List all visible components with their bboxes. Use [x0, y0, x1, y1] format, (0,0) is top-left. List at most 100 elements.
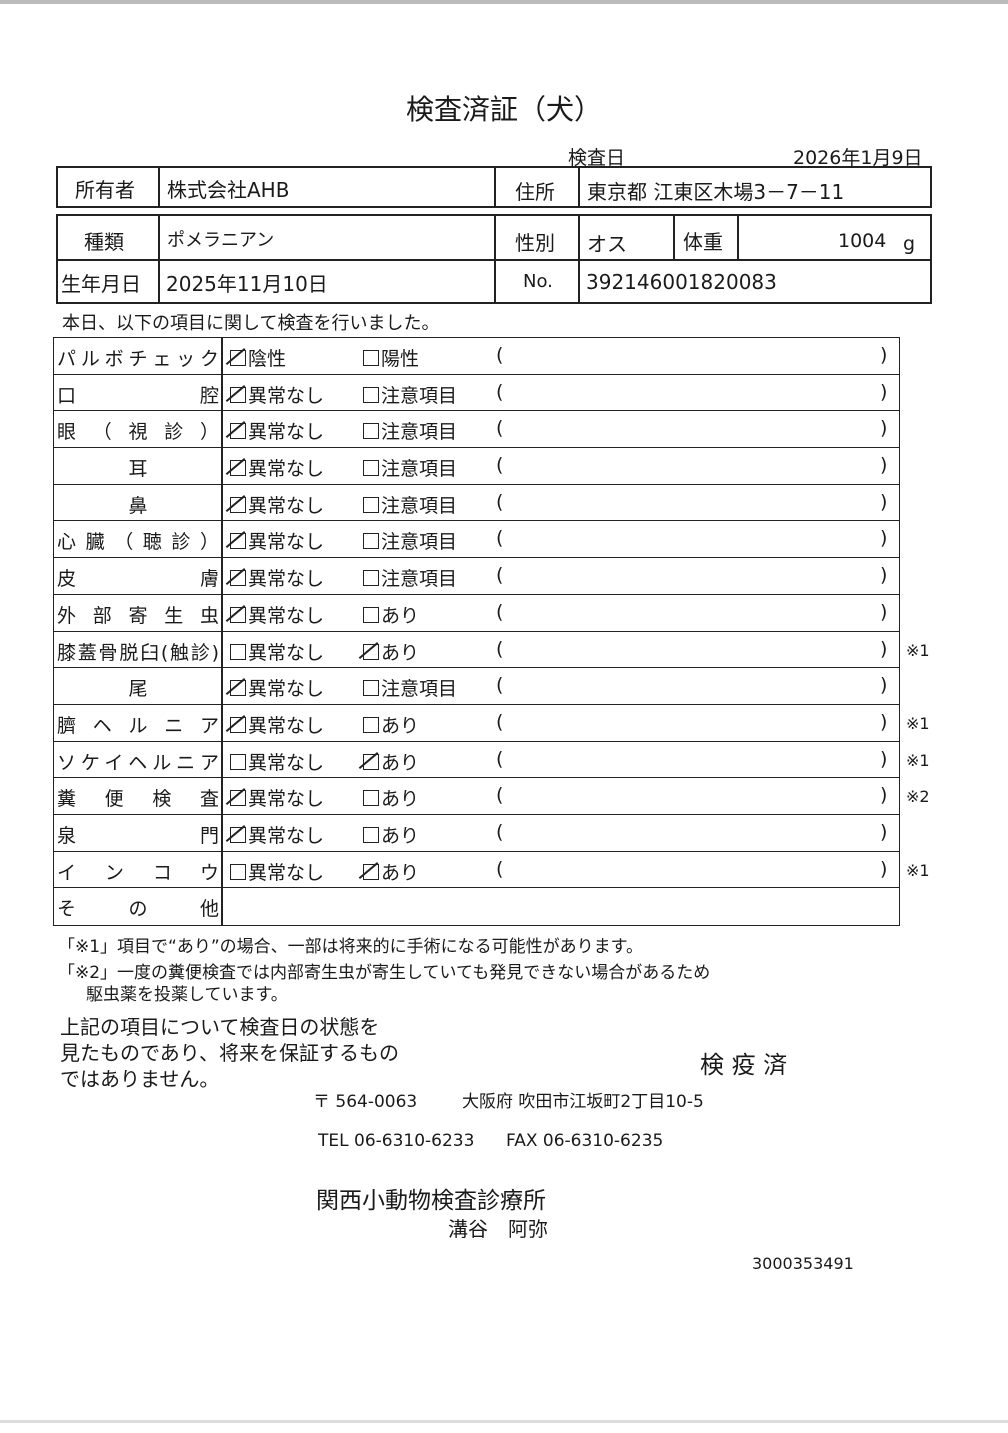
- checkbox-icon: [363, 350, 379, 366]
- checkbox-icon: [230, 716, 246, 733]
- option-2-label: あり: [381, 751, 420, 774]
- option-2-label: あり: [381, 714, 420, 737]
- option-2-checkbox[interactable]: あり: [363, 858, 419, 885]
- option-1-label: 異常なし: [248, 458, 325, 481]
- option-2-checkbox[interactable]: 注意項目: [363, 527, 457, 554]
- checkbox-icon: [363, 386, 379, 403]
- owner-label: 所有者: [75, 178, 135, 202]
- option-1-label: 異常なし: [248, 861, 325, 884]
- option-2-checkbox[interactable]: 注意項目: [363, 454, 457, 481]
- option-2-checkbox[interactable]: 注意項目: [363, 417, 457, 444]
- option-1-checkbox[interactable]: 異常なし: [230, 748, 324, 775]
- option-1-checkbox[interactable]: 異常なし: [230, 784, 324, 811]
- option-1-checkbox[interactable]: 異常なし: [230, 381, 324, 408]
- option-2-checkbox[interactable]: 陽性: [363, 344, 419, 371]
- checkbox-icon: [230, 606, 246, 623]
- breed-value: ポメラニアン: [167, 230, 275, 251]
- checklist-row: 泉門 異常なし あり ( ): [54, 814, 899, 852]
- document-id: 3000353491: [752, 1254, 854, 1273]
- weight-value: 1004: [838, 230, 887, 252]
- footnote-mark: ※1: [906, 640, 930, 660]
- paren-close: ): [880, 417, 888, 440]
- option-1-label: 異常なし: [248, 678, 325, 701]
- option-2-checkbox[interactable]: 注意項目: [363, 674, 457, 701]
- option-2-checkbox[interactable]: あり: [363, 638, 419, 665]
- exam-date-value: 2026年1月9日: [793, 147, 923, 169]
- weight-unit: g: [903, 233, 916, 255]
- option-2-checkbox[interactable]: あり: [363, 821, 419, 848]
- checkbox-icon: [230, 643, 246, 660]
- checklist-row: 口腔 異常なし 注意項目 ( ): [54, 374, 899, 412]
- option-1-checkbox[interactable]: 異常なし: [230, 674, 324, 701]
- option-2-checkbox[interactable]: 注意項目: [363, 491, 457, 518]
- disclaimer-line-3: ではありません。: [60, 1067, 220, 1091]
- paren-close: ): [880, 820, 888, 843]
- option-1-checkbox[interactable]: 異常なし: [230, 491, 324, 518]
- option-1-checkbox[interactable]: 異常なし: [230, 417, 324, 444]
- option-2-label: あり: [381, 604, 420, 627]
- option-1-label: 陰性: [248, 348, 287, 370]
- option-2-checkbox[interactable]: あり: [363, 711, 419, 738]
- checklist-row: 心臓（聴診） 異常なし 注意項目 ( ): [54, 521, 899, 559]
- footnote-mark: ※1: [906, 860, 930, 880]
- option-2-label: 注意項目: [381, 568, 458, 591]
- checklist-row: 臍ヘルニア 異常なし あり ( ) ※1: [54, 704, 930, 742]
- checklist-item-label: 臍ヘルニア: [57, 714, 219, 737]
- option-1-checkbox[interactable]: 異常なし: [230, 601, 324, 628]
- paren-close: ): [880, 600, 888, 623]
- checkbox-icon: [363, 863, 379, 880]
- checklist-row: ソケイヘルニア 異常なし あり ( ) ※1: [54, 741, 930, 779]
- checkbox-icon: [363, 680, 379, 697]
- option-1-checkbox[interactable]: 異常なし: [230, 638, 324, 665]
- checklist-item-label: 糞便検査: [57, 788, 219, 811]
- clinic-fax: FAX 06-6310-6235: [506, 1131, 664, 1151]
- option-2-checkbox[interactable]: 注意項目: [363, 381, 457, 408]
- paren-open: (: [496, 820, 504, 843]
- checklist-row: 外部寄生虫 異常なし あり ( ): [54, 594, 899, 632]
- footnote-mark: ※1: [906, 750, 930, 770]
- option-1-checkbox[interactable]: 陰性: [230, 344, 286, 371]
- number-value: 392146001820083: [586, 270, 777, 294]
- checklist-row: 尾 異常なし 注意項目 ( ): [54, 668, 899, 705]
- checklist-row: インコウ 異常なし あり ( ) ※1: [54, 851, 930, 889]
- owner-value: 株式会社AHB: [167, 178, 290, 202]
- option-1-checkbox[interactable]: 異常なし: [230, 454, 324, 481]
- paren-close: ): [880, 710, 888, 733]
- checklist-item-label: インコウ: [57, 861, 219, 884]
- option-2-checkbox[interactable]: あり: [363, 601, 419, 628]
- paren-close: ): [880, 564, 888, 587]
- option-1-label: 異常なし: [248, 384, 325, 407]
- breed-label: 種類: [84, 230, 124, 254]
- option-2-checkbox[interactable]: あり: [363, 784, 419, 811]
- paren-open: (: [496, 710, 504, 733]
- option-1-checkbox[interactable]: 異常なし: [230, 711, 324, 738]
- option-2-checkbox[interactable]: あり: [363, 748, 419, 775]
- option-2-label: あり: [381, 861, 420, 884]
- paren-open: (: [496, 527, 504, 550]
- checklist-row: 耳 異常なし 注意項目 ( ): [54, 448, 899, 485]
- checklist-item-label: 眼（視診）: [57, 421, 219, 444]
- option-1-label: 異常なし: [248, 531, 325, 554]
- option-1-checkbox[interactable]: 異常なし: [230, 527, 324, 554]
- paren-open: (: [496, 454, 504, 477]
- paren-close: ): [880, 784, 888, 807]
- option-2-label: 注意項目: [381, 458, 458, 481]
- checkbox-icon: [230, 496, 246, 513]
- checklist-item-label: 心臓（聴診）: [57, 531, 219, 554]
- paren-open: (: [496, 600, 504, 623]
- paren-open: (: [496, 674, 504, 697]
- clinic-address: 大阪府 吹田市江坂町2丁目10-5: [462, 1092, 704, 1112]
- paren-close: ): [880, 747, 888, 770]
- checklist-item-label: 尾: [128, 678, 148, 701]
- option-2-checkbox[interactable]: 注意項目: [363, 564, 457, 591]
- option-1-checkbox[interactable]: 異常なし: [230, 821, 324, 848]
- clinic-postal: 〒 564-0063: [313, 1092, 418, 1112]
- option-1-checkbox[interactable]: 異常なし: [230, 858, 324, 885]
- paren-close: ): [880, 454, 888, 477]
- paren-close: ): [880, 674, 888, 697]
- checklist-item-label: 皮膚: [57, 568, 219, 591]
- disclaimer-line-1: 上記の項目について検査日の状態を: [60, 1015, 380, 1039]
- disclaimer-line-2: 見たものであり、将来を保証するもの: [60, 1041, 399, 1065]
- option-1-checkbox[interactable]: 異常なし: [230, 564, 324, 591]
